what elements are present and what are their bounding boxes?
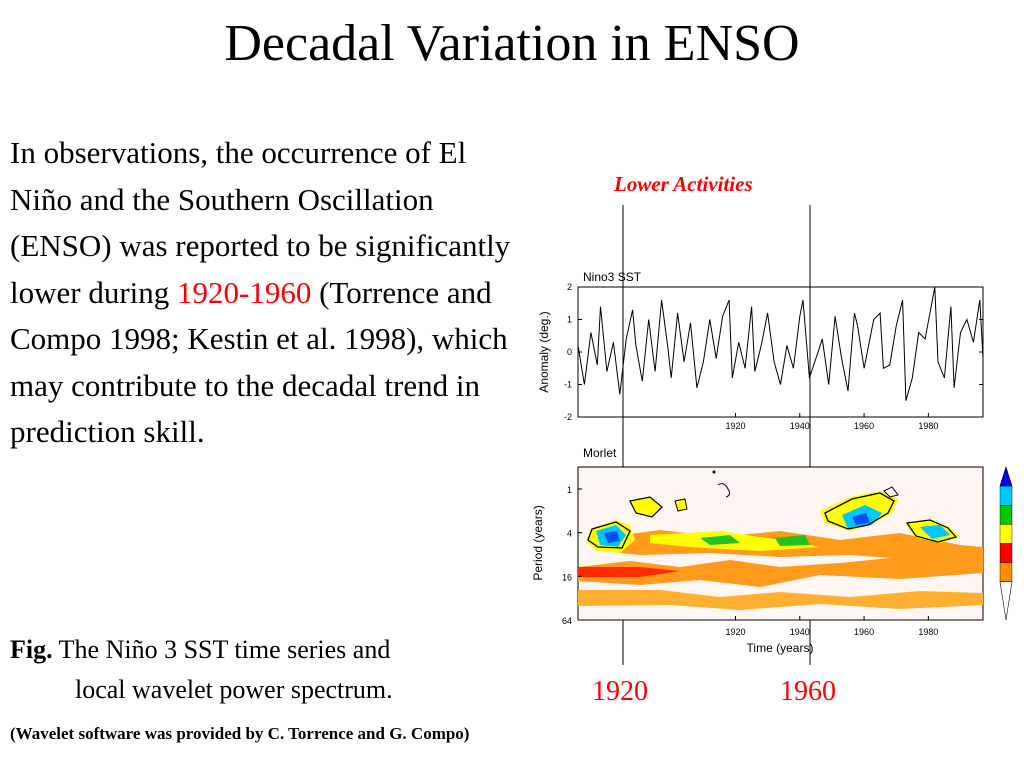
slide-title: Decadal Variation in ENSO: [224, 15, 800, 72]
band-orange-2: [578, 590, 983, 610]
patch-blue-early: [604, 531, 620, 543]
sst-xtick-label: 1980: [918, 421, 938, 431]
wavelet-xtick-label: 1920: [725, 627, 745, 637]
panel-title-morlet: Morlet: [583, 446, 617, 460]
highlight-years: 1920-1960: [177, 274, 312, 310]
body-paragraph: In observations, the occurrence of El Ni…: [10, 130, 520, 456]
contour-late: [824, 492, 895, 530]
colorbar-swatch: [999, 562, 1013, 582]
fig-label: Fig.: [10, 635, 53, 664]
contour-dot: [712, 470, 716, 474]
patch-green-2: [775, 535, 810, 546]
credit-note: (Wavelet software was provided by C. Tor…: [10, 724, 470, 743]
fig-caption-text-1: The Niño 3 SST time series and: [58, 635, 391, 664]
colorbar-top-cap: [999, 465, 1013, 487]
colorbar-bottom-cap: [999, 581, 1013, 621]
sst-y-axis: 2 1 0 -1 -2: [564, 282, 983, 422]
wavelet-ylabel: Period (years): [531, 505, 545, 580]
year-label-1960: 1960: [780, 676, 836, 707]
fig-caption-line-2: local wavelet power spectrum.: [75, 675, 393, 704]
sst-xtick-label: 1960: [854, 421, 874, 431]
wavelet-xtick-label: 1960: [854, 627, 874, 637]
colorbar: [999, 465, 1013, 621]
sst-ylabel: Anomaly (deg.): [537, 311, 551, 392]
patch-green-1: [700, 535, 740, 545]
contour-small-late: [883, 486, 899, 498]
contour-squiggle: [717, 483, 731, 498]
sst-xtick-label: 1920: [725, 421, 745, 431]
panel-title-nino3: Nino3 SST: [583, 270, 642, 284]
sst-series-line: [577, 286, 984, 401]
contour-early: [587, 521, 631, 549]
wavelet-xtick-label: 1980: [918, 627, 938, 637]
figure: Nino3 SST 2 1 0 -1 -2 1920 1940 1960 1980 Anoma…: [531, 205, 1013, 665]
fig-caption-line-1: Fig. The Niño 3 SST time series and: [10, 634, 390, 666]
contour-late-2: [905, 519, 958, 543]
colorbar-swatch: [999, 543, 1013, 563]
colorbar-swatch: [999, 524, 1013, 544]
band-red-1: [578, 567, 680, 577]
sst-x-axis: 1920 1940 1960 1980: [725, 413, 938, 431]
patch-cyan-late-2: [920, 525, 950, 539]
sst-xtick-label: 1940: [790, 421, 810, 431]
colorbar-swatch: [999, 485, 1013, 506]
sst-ytick-label: 2: [567, 282, 572, 292]
patch-blue-late: [852, 513, 870, 525]
band-orange-1: [578, 555, 983, 587]
patch-small-1: [629, 496, 663, 518]
colorbar-swatch: [999, 505, 1013, 525]
patch-small-2: [674, 498, 688, 512]
sst-ytick-label: 1: [567, 315, 572, 325]
wavelet-ytick-label: 1: [567, 485, 572, 495]
wavelet-xlabel: Time (years): [747, 641, 814, 655]
wavelet-power-patches: [578, 470, 983, 610]
year-label-1920: 1920: [592, 676, 648, 707]
sst-ytick-label: 0: [567, 347, 572, 357]
wavelet-ytick-label: 64: [562, 616, 572, 626]
wavelet-ytick-label: 4: [567, 529, 572, 539]
wavelet-xtick-label: 1940: [790, 627, 810, 637]
wavelet-x-axis: 1920 1940 1960 1980: [725, 616, 938, 637]
sst-ytick-label: -1: [564, 380, 572, 390]
wavelet-y-axis: 1 4 16 64: [562, 485, 582, 626]
sst-ytick-label: -2: [564, 412, 572, 422]
body-text-1: In observations, the occurrence of El Ni…: [10, 135, 511, 310]
sst-plot-frame: [577, 286, 984, 418]
body-text-2: (Torrence and Compo 1998; Kestin et al. …: [10, 274, 508, 450]
lower-activities-label: Lower Activities: [614, 172, 753, 196]
wavelet-ytick-label: 16: [562, 572, 572, 582]
